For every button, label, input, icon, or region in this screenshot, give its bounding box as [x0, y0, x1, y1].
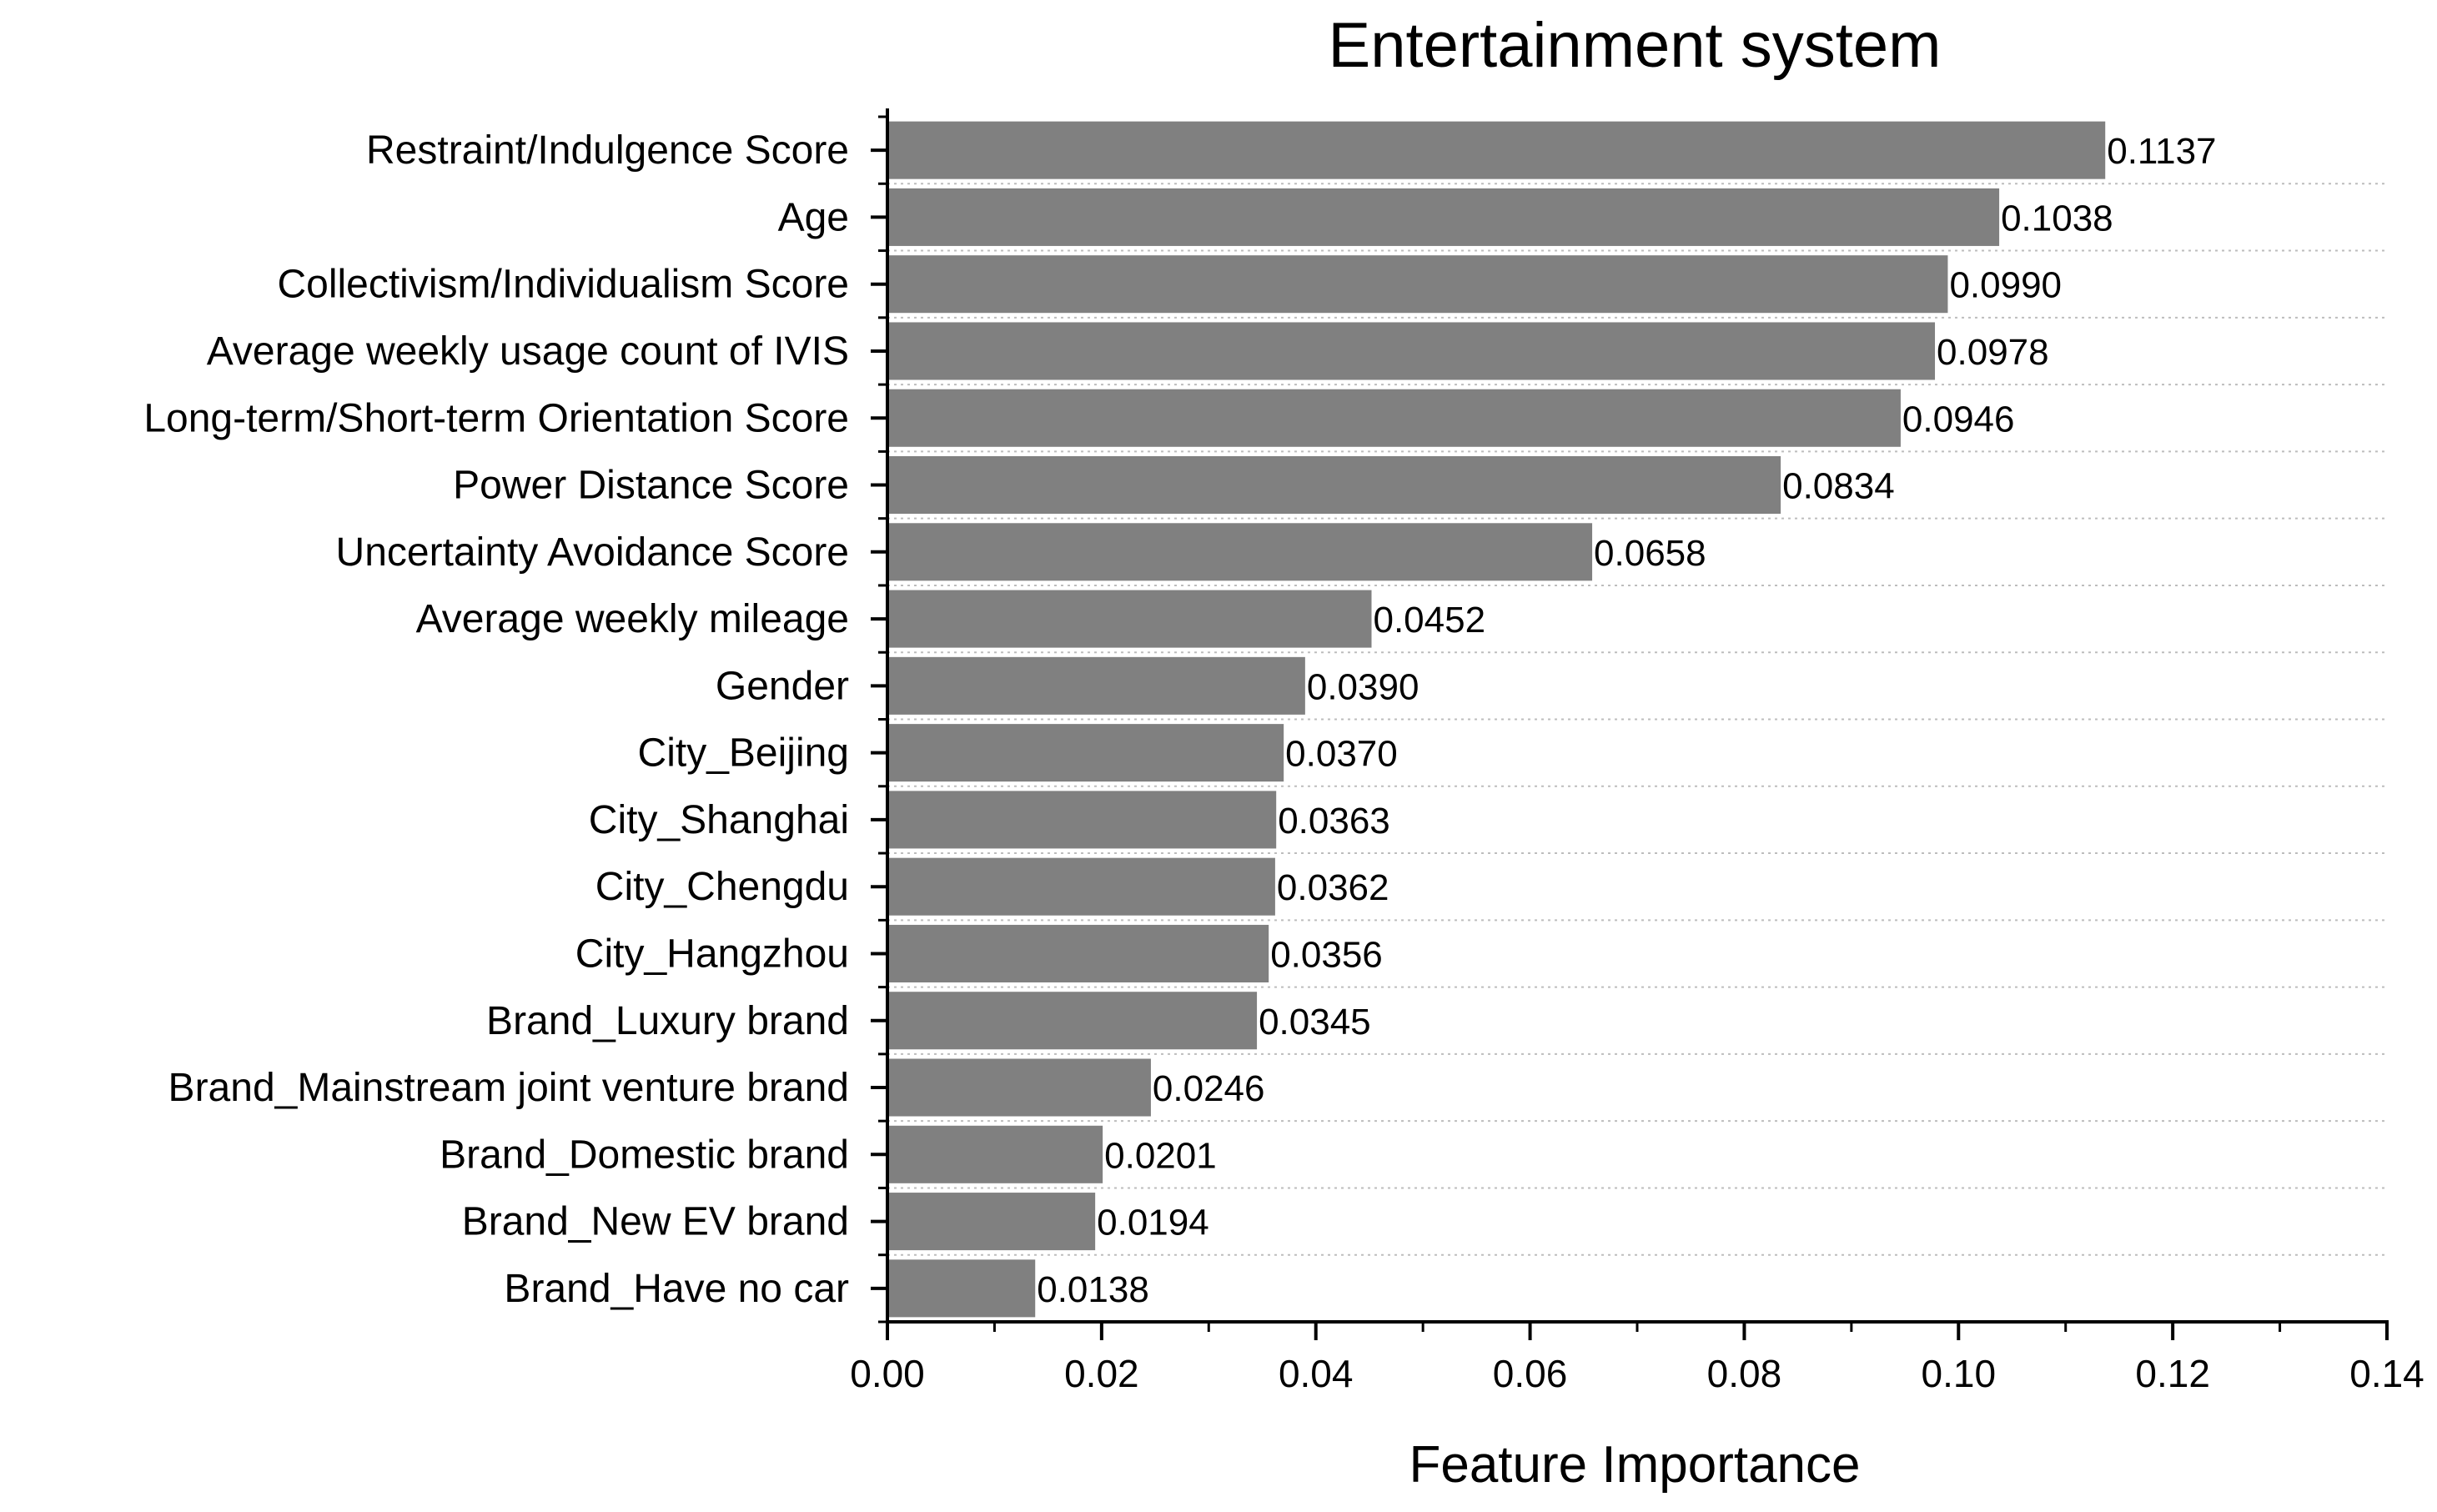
bar [887, 1259, 1036, 1318]
value-label: 0.0946 [1902, 399, 2015, 440]
category-label: Restraint/Indulgence Score [366, 128, 849, 173]
labels: Restraint/Indulgence Score 0.1137 Age 0.103… [143, 128, 2424, 1395]
value-label: 0.0356 [1270, 934, 1383, 975]
category-label: Uncertainty Avoidance Score [336, 530, 849, 575]
category-label: Average weekly usage count of IVIS [207, 329, 849, 374]
value-label: 0.0201 [1104, 1135, 1217, 1176]
value-label: 0.0452 [1373, 600, 1485, 640]
category-label: Brand_Mainstream joint venture brand [168, 1066, 849, 1110]
bar [887, 1125, 1103, 1183]
category-label: Brand_Have no car [504, 1267, 849, 1311]
value-label: 0.0345 [1259, 1002, 1371, 1042]
x-tick-label: 0.06 [1493, 1352, 1568, 1395]
x-tick-label: 0.08 [1707, 1352, 1782, 1395]
value-label: 0.0246 [1153, 1068, 1265, 1109]
bar [887, 322, 1936, 380]
x-tick-label: 0.02 [1064, 1352, 1139, 1395]
category-label: Age [778, 195, 849, 239]
x-tick-label: 0.10 [1922, 1352, 1997, 1395]
grid-lines [887, 183, 2387, 1256]
value-label: 0.0138 [1037, 1269, 1149, 1310]
x-tick-label: 0.14 [2349, 1352, 2424, 1395]
bar [887, 523, 1593, 581]
bar [887, 924, 1269, 982]
bar [887, 724, 1284, 782]
x-tick-label: 0.00 [850, 1352, 925, 1395]
bar [887, 791, 1277, 849]
category-label: City_Hangzhou [575, 932, 849, 976]
bar [887, 456, 1781, 515]
category-label: Brand_Luxury brand [486, 999, 849, 1043]
bar [887, 121, 2106, 179]
bar [887, 857, 1275, 916]
bar [887, 1058, 1151, 1117]
bar [887, 188, 2000, 246]
x-tick-label: 0.12 [2135, 1352, 2210, 1395]
category-label: Average weekly mileage [416, 597, 849, 641]
bar [887, 656, 1305, 715]
value-label: 0.0362 [1277, 867, 1389, 908]
value-label: 0.0834 [1782, 466, 1895, 507]
category-label: Long-term/Short-term Orientation Score [143, 396, 849, 440]
bar [887, 255, 1948, 314]
x-axis-title: Feature Importance [1409, 1436, 1860, 1494]
category-label: Gender [716, 664, 849, 708]
value-label: 0.0978 [1937, 332, 2049, 373]
value-label: 0.0658 [1594, 533, 1706, 574]
value-label: 0.0363 [1278, 801, 1390, 841]
bar [887, 992, 1258, 1050]
category-label: Collectivism/Individualism Score [277, 263, 849, 307]
x-tick-label: 0.04 [1279, 1352, 1354, 1395]
value-label: 0.1038 [2001, 198, 2113, 239]
value-label: 0.0390 [1307, 666, 1419, 707]
category-label: Brand_Domestic brand [440, 1133, 849, 1177]
bar [887, 590, 1372, 648]
axes [871, 108, 2389, 1340]
bars [887, 121, 2106, 1318]
category-label: Power Distance Score [453, 464, 849, 508]
category-label: Brand_New EV brand [462, 1200, 849, 1244]
value-label: 0.0370 [1285, 734, 1398, 775]
category-label: City_Chengdu [595, 865, 849, 909]
category-label: City_Beijing [638, 731, 849, 776]
value-label: 0.0194 [1097, 1203, 1209, 1243]
chart-title: Entertainment system [1329, 10, 1942, 81]
bar [887, 1193, 1096, 1251]
bar [887, 389, 1901, 447]
category-label: City_Shanghai [589, 798, 849, 842]
value-label: 0.0990 [1949, 265, 2062, 306]
value-label: 0.1137 [2107, 131, 2216, 172]
